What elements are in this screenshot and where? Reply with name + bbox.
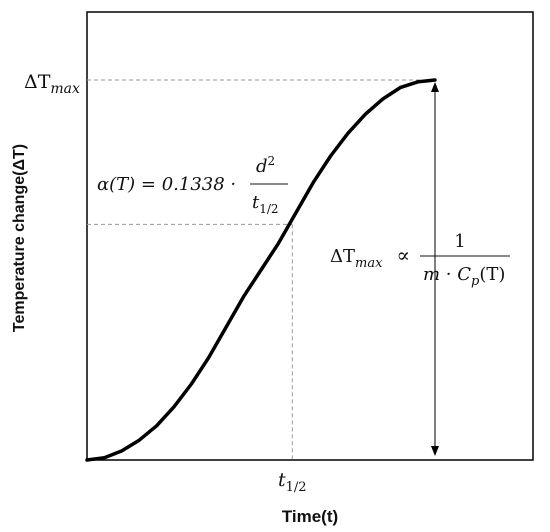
x-axis-label: Time(t) [282,507,338,526]
dtmax-arrowhead-bottom [431,446,439,456]
dtmax-formula-lhs: ΔTmax ∝ [330,243,410,271]
dtmax-formula-denominator: m · Cp(T) [423,264,505,289]
y-axis-label: Temperature change(ΔT) [11,144,28,332]
alpha-formula-lhs: α(T) = 0.1338 · [97,174,236,195]
dtmax-arrowhead-top [431,82,439,92]
alpha-formula-numerator: d2 [256,154,275,177]
dtmax-formula-numerator: 1 [454,231,465,252]
x-tick-label: t1/2 [278,469,307,495]
y-tick-label: ΔTmax [24,71,80,97]
series-line [85,78,437,462]
alpha-formula-denominator: t1/2 [252,192,279,216]
plot-frame [86,11,534,461]
